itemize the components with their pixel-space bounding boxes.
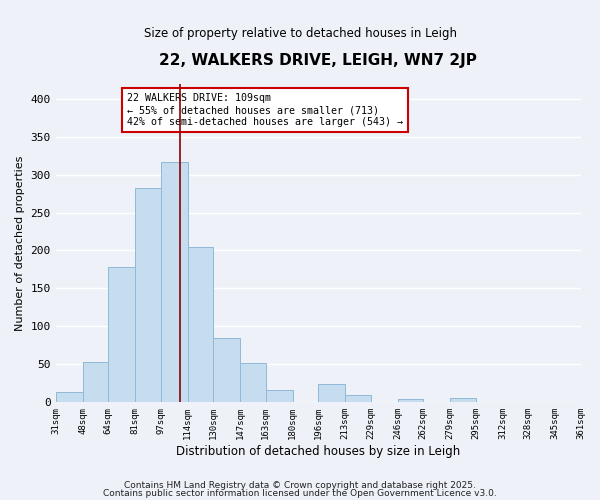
Bar	[188, 248, 213, 402]
Bar	[56, 392, 83, 402]
Text: Size of property relative to detached houses in Leigh: Size of property relative to detached ho…	[143, 28, 457, 40]
Bar	[83, 362, 108, 402]
Bar	[398, 399, 423, 402]
Bar	[213, 338, 240, 402]
Bar	[345, 395, 371, 402]
Text: 22 WALKERS DRIVE: 109sqm
← 55% of detached houses are smaller (713)
42% of semi-: 22 WALKERS DRIVE: 109sqm ← 55% of detach…	[127, 94, 403, 126]
Text: Contains public sector information licensed under the Open Government Licence v3: Contains public sector information licen…	[103, 489, 497, 498]
Y-axis label: Number of detached properties: Number of detached properties	[15, 155, 25, 330]
Bar	[266, 390, 293, 402]
Title: 22, WALKERS DRIVE, LEIGH, WN7 2JP: 22, WALKERS DRIVE, LEIGH, WN7 2JP	[159, 52, 477, 68]
Bar	[240, 363, 266, 402]
Bar	[450, 398, 476, 402]
Bar	[161, 162, 188, 402]
Text: Contains HM Land Registry data © Crown copyright and database right 2025.: Contains HM Land Registry data © Crown c…	[124, 480, 476, 490]
Bar	[108, 267, 135, 402]
X-axis label: Distribution of detached houses by size in Leigh: Distribution of detached houses by size …	[176, 444, 460, 458]
Bar	[318, 384, 345, 402]
Bar	[135, 188, 161, 402]
